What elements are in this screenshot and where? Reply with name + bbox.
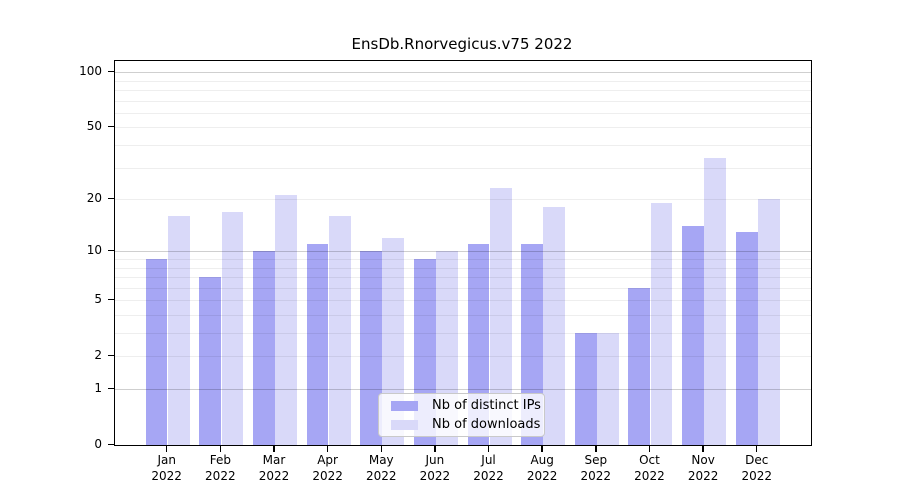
bar-downloads-jul (489, 188, 512, 445)
x-tick-mark-jun (434, 445, 436, 452)
bar-ips-oct (628, 287, 651, 445)
bar-ips-feb (199, 277, 222, 445)
plot-area (114, 60, 812, 446)
x-tick-label-dec: Dec 2022 (741, 453, 772, 483)
y-tick-mark-100 (108, 70, 114, 73)
x-tick-label-jul: Jul 2022 (473, 453, 504, 483)
chart-title: EnsDb.Rnorvegicus.v75 2022 (351, 35, 573, 53)
y-tick-label-5: 5 (94, 291, 102, 306)
x-tick-mark-apr (326, 445, 329, 452)
y-tick-mark-5 (108, 298, 114, 301)
x-tick-label-sep: Sep 2022 (580, 453, 612, 483)
x-tick-label-oct: Oct 2022 (634, 453, 665, 483)
legend-swatch-distinct-ips (391, 400, 418, 411)
legend: Nb of distinct IPs Nb of downloads (378, 393, 545, 437)
bar-ips-sep (574, 333, 597, 445)
y-tick-label-100: 100 (79, 63, 102, 78)
bar-ips-jan (145, 258, 168, 445)
x-tick-mark-jul (487, 445, 490, 452)
y-tick-mark-1 (108, 387, 114, 389)
y-tick-mark-20 (108, 197, 114, 199)
bar-ips-apr (306, 244, 329, 445)
x-tick-mark-dec (756, 445, 758, 452)
x-tick-label-aug: Aug 2022 (526, 453, 558, 483)
y-tick-label-10: 10 (86, 242, 102, 257)
x-tick-mark-sep (595, 445, 597, 452)
legend-label-distinct-ips: Nb of distinct IPs (432, 398, 541, 413)
x-tick-mark-may (380, 445, 382, 452)
bar-ips-may (360, 251, 383, 445)
x-tick-label-nov: Nov 2022 (687, 453, 719, 483)
x-tick-mark-oct (648, 445, 651, 452)
x-tick-label-apr: Apr 2022 (312, 453, 343, 483)
y-tick-mark-2 (108, 354, 114, 357)
legend-label-downloads: Nb of downloads (432, 417, 541, 432)
legend-swatch-downloads (391, 419, 418, 430)
bar-ips-dec (735, 231, 758, 445)
x-tick-label-may: May 2022 (365, 453, 397, 483)
bar-downloads-jan (167, 216, 190, 445)
x-tick-label-feb: Feb 2022 (205, 453, 236, 483)
x-tick-mark-jan (166, 445, 168, 452)
y-tick-label-0: 0 (94, 436, 102, 451)
x-tick-label-mar: Mar 2022 (258, 453, 290, 483)
legend-row-distinct-ips: Nb of distinct IPs (387, 398, 541, 413)
y-tick-label-50: 50 (86, 118, 102, 133)
bar-ips-nov (682, 226, 704, 445)
x-tick-mark-mar (273, 445, 275, 452)
bars-layer (115, 61, 811, 445)
y-tick-label-2: 2 (94, 347, 102, 362)
x-tick-mark-feb (219, 445, 222, 452)
legend-row-downloads: Nb of downloads (387, 417, 540, 432)
y-tick-mark-50 (108, 125, 114, 128)
bar-downloads-sep (597, 333, 619, 445)
x-tick-mark-aug (541, 445, 543, 452)
y-tick-mark-0 (108, 443, 114, 445)
x-tick-label-jun: Jun 2022 (419, 453, 451, 483)
bar-downloads-aug (543, 207, 566, 445)
bar-downloads-nov (704, 157, 727, 445)
y-tick-mark-10 (108, 249, 114, 252)
y-tick-label-20: 20 (86, 190, 102, 205)
x-tick-mark-nov (702, 445, 704, 452)
y-tick-label-1: 1 (94, 380, 102, 395)
bar-downloads-mar (275, 195, 297, 445)
bar-downloads-oct (650, 203, 673, 445)
bar-downloads-dec (757, 199, 780, 445)
x-tick-label-jan: Jan 2022 (151, 453, 182, 483)
bar-downloads-feb (221, 211, 244, 445)
bar-ips-mar (252, 251, 275, 445)
bar-downloads-apr (328, 216, 351, 445)
